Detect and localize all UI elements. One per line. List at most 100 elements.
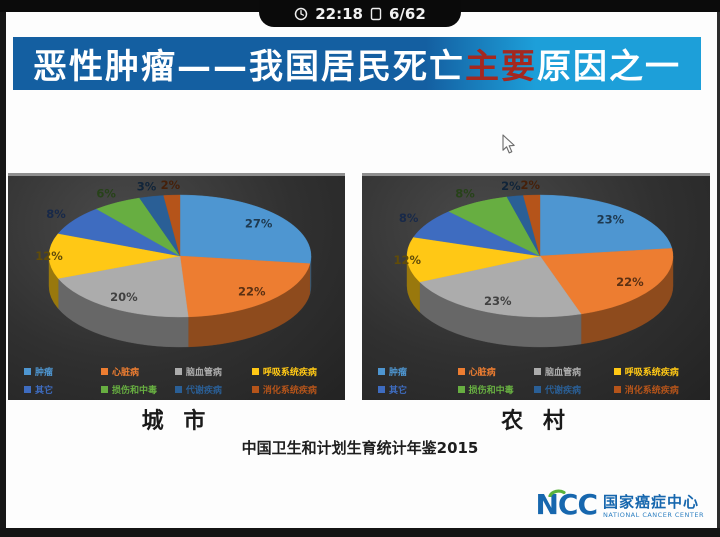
legend-label: 代谢疾病 [545,385,582,396]
pie-data-label: 12% [393,253,421,267]
pie-data-label: 8% [455,186,475,200]
legend-label: 肿瘤 [35,367,54,378]
pie-slice-肿瘤 [539,194,673,257]
ncc-name-en: NATIONAL CANCER CENTER [603,510,704,519]
legend-swatch [613,385,621,393]
ncc-logo-text: NCC [535,488,598,521]
pie-slice-肿瘤 [179,194,312,264]
slide-count-icon [370,7,382,20]
legend-swatch [174,367,182,375]
pie-data-label: 2% [501,179,521,193]
legend-label: 消化系统疾病 [262,385,317,396]
pie-data-label: 2% [520,178,540,192]
legend-row: 其它 损伤和中毒 代谢疾病 消化系统疾病 [8,380,345,398]
rural-chart-title: 农 村 [501,409,571,434]
pie-data-label: 20% [110,290,138,304]
pie-slice-脑血管病 [57,255,189,318]
legend-item-肿瘤: 肿瘤 [378,365,458,378]
ncc-name-cn: 国家癌症中心 [603,493,700,511]
legend-swatch [534,385,542,393]
pie-data-label: 8% [399,211,419,225]
legend-swatch [534,367,542,375]
legend-item-脑血管病: 脑血管病 [534,365,614,378]
pie-slice-心脏病 [539,248,674,315]
legend-item-心脏病: 心脏病 [457,365,534,378]
legend-label: 消化系统疾病 [624,385,679,396]
pie-slice-脑血管病 [419,255,582,318]
legend-label: 脑血管病 [545,367,582,378]
pie-data-label: 3% [137,179,157,193]
pie-data-label: 8% [46,207,66,221]
legend-item-呼吸系统疾病: 呼吸系统疾病 [251,365,345,378]
pie-data-label: 27% [245,217,273,231]
legend-swatch [457,385,465,393]
urban-chart-title: 城 市 [141,409,212,434]
legend-item-心脏病: 心脏病 [101,365,175,378]
legend-swatch [24,385,31,393]
legend-label: 损伤和中毒 [112,385,158,396]
legend-swatch [378,367,385,375]
legend-label: 其它 [389,385,408,396]
rural-legend: 肿瘤 心脏病 脑血管病 呼吸系统疾病其它 损伤和中毒 代谢疾病 消化系统疾病 [362,362,710,398]
legend-item-损伤和中毒: 损伤和中毒 [457,383,534,396]
legend-swatch [174,385,182,393]
legend-label: 心脏病 [468,367,496,378]
pie-data-label: 22% [616,275,644,289]
legend-swatch [378,385,385,393]
legend-item-代谢疾病: 代谢疾病 [174,383,252,396]
pie-data-label: 22% [238,285,266,299]
legend-label: 肿瘤 [389,367,408,378]
rural-pie-chart: 23% 22% 23% 12% 8% 8% 2% 2% [393,178,674,348]
title-highlight: 主要 [465,47,537,87]
urban-pie-chart: 27% 22% 20% 12% 8% 6% 3% 2% [35,178,312,348]
legend-item-其它: 其它 [24,383,101,396]
legend-row: 肿瘤 心脏病 脑血管病 呼吸系统疾病 [362,362,710,380]
pie-slice-消化系统疾病 [523,194,541,257]
ncc-green-arc-icon [548,489,567,497]
title-part2: 原因之一 [537,47,681,87]
rural-pie-chart-panel: 23% 22% 23% 12% 8% 8% 2% 2% 肿瘤 心脏病 脑血管病 呼吸系统疾病其它 损伤… [362,173,710,400]
legend-row: 肿瘤 心脏病 脑血管病 呼吸系统疾病 [8,362,345,380]
left-edge-strip [0,0,6,537]
legend-label: 损伤和中毒 [468,385,514,396]
ncc-logo-abbr: NCC [535,488,598,521]
pie-slice-心脏病 [179,255,311,318]
mouse-cursor-icon [502,134,515,154]
legend-swatch [101,367,109,375]
legend-item-脑血管病: 脑血管病 [174,365,252,378]
presenter-status-pill[interactable]: 22:18 6/62 [259,0,461,27]
pie-slice-呼吸系统疾病 [406,236,541,283]
legend-swatch [457,367,465,375]
legend-swatch [613,367,621,375]
clock-time: 22:18 [315,4,363,23]
source-caption: 中国卫生和计划生育统计年鉴2015 [241,439,479,457]
legend-item-损伤和中毒: 损伤和中毒 [101,383,175,396]
bottom-black-bar [0,528,720,537]
slide-count: 6/62 [388,4,426,23]
legend-swatch [101,385,109,393]
pie-data-label: 23% [597,212,625,226]
pie-slice-消化系统疾病 [163,194,181,257]
legend-item-消化系统疾病: 消化系统疾病 [251,383,345,396]
legend-label: 心脏病 [112,367,140,378]
legend-label: 呼吸系统疾病 [262,367,317,378]
legend-item-其它: 其它 [378,383,458,396]
urban-pie-chart-panel: 27% 22% 20% 12% 8% 6% 3% 2% 肿瘤 心脏病 脑血管病 呼吸系统疾病其它 损伤… [8,173,345,400]
pie-data-label: 2% [161,178,181,192]
pie-data-label: 23% [484,294,512,308]
legend-label: 其它 [35,385,54,396]
right-edge-strip [717,0,720,537]
legend-item-消化系统疾病: 消化系统疾病 [613,383,710,396]
legend-item-代谢疾病: 代谢疾病 [534,383,614,396]
legend-row: 其它 损伤和中毒 代谢疾病 消化系统疾病 [362,380,710,398]
legend-label: 呼吸系统疾病 [624,367,679,378]
legend-item-肿瘤: 肿瘤 [24,365,101,378]
legend-item-呼吸系统疾病: 呼吸系统疾病 [613,365,710,378]
pie-data-label: 6% [96,186,116,200]
legend-swatch [251,367,259,375]
legend-swatch [251,385,259,393]
pie-data-label: 12% [35,249,63,263]
legend-label: 脑血管病 [185,367,222,378]
clock-icon [294,7,308,20]
